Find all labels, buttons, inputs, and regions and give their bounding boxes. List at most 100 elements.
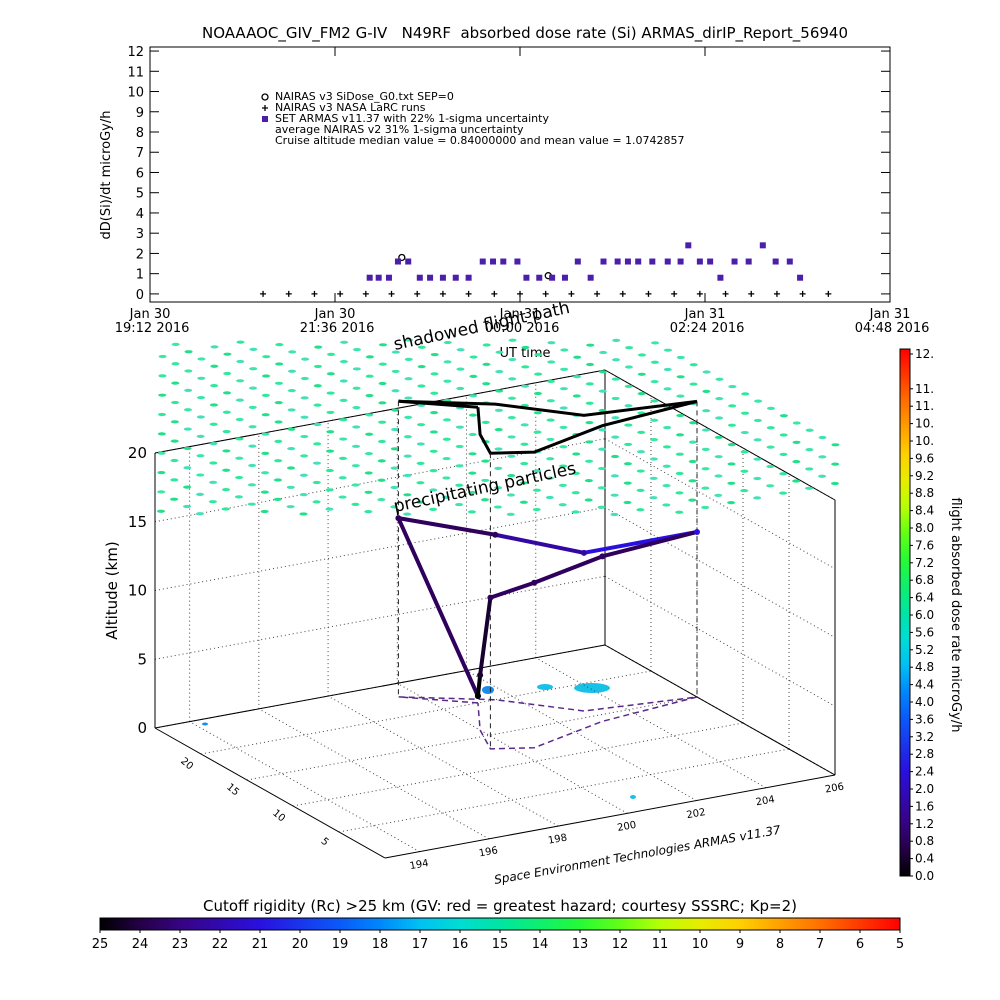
particle bbox=[534, 353, 543, 357]
particle bbox=[779, 452, 788, 456]
colorbar-tick-label: 6 bbox=[856, 937, 864, 952]
particle bbox=[261, 393, 270, 397]
particle bbox=[235, 456, 244, 460]
particle bbox=[377, 459, 386, 463]
particle bbox=[624, 404, 633, 408]
particle bbox=[184, 388, 193, 392]
particle bbox=[364, 452, 373, 456]
colorbar-tick-label: 12 bbox=[612, 937, 629, 952]
particle bbox=[365, 374, 374, 378]
particle bbox=[417, 384, 426, 388]
axis-line bbox=[384, 774, 836, 859]
particle bbox=[455, 483, 464, 487]
data-point bbox=[262, 105, 268, 111]
particle bbox=[403, 454, 412, 458]
particle bbox=[508, 377, 517, 381]
particle bbox=[585, 382, 594, 386]
particle bbox=[598, 428, 607, 432]
particle bbox=[365, 393, 374, 398]
data-point bbox=[414, 290, 421, 297]
flight-point bbox=[395, 515, 402, 522]
particle bbox=[468, 413, 477, 417]
particle bbox=[494, 466, 503, 470]
particle bbox=[728, 384, 737, 389]
particle bbox=[468, 471, 477, 475]
colorbar-tick-label: 24 bbox=[132, 937, 149, 952]
data-point bbox=[748, 290, 755, 297]
particle bbox=[326, 372, 335, 376]
particle bbox=[779, 472, 788, 476]
particle bbox=[417, 345, 426, 349]
data-point bbox=[797, 274, 804, 281]
colorbar bbox=[99, 917, 901, 931]
particle bbox=[508, 357, 517, 362]
particle bbox=[365, 355, 374, 359]
data-point bbox=[614, 258, 621, 265]
particle bbox=[831, 462, 840, 466]
particle bbox=[649, 476, 658, 480]
particle bbox=[261, 451, 270, 456]
particle bbox=[651, 341, 660, 345]
particle bbox=[197, 357, 206, 361]
x-tick-label: 196 bbox=[478, 845, 499, 859]
colorbar-tick-label: 4.4 bbox=[915, 678, 934, 692]
particle bbox=[390, 466, 399, 470]
data-point bbox=[491, 290, 498, 297]
particle bbox=[650, 360, 659, 364]
particle bbox=[171, 342, 180, 347]
particle bbox=[494, 447, 503, 451]
particle bbox=[209, 442, 218, 446]
particle bbox=[299, 492, 308, 497]
particle bbox=[262, 374, 271, 378]
particle bbox=[249, 367, 258, 371]
flight-path-segment bbox=[489, 580, 535, 600]
particle bbox=[533, 391, 542, 396]
particle bbox=[222, 488, 231, 492]
particle bbox=[235, 437, 244, 441]
particle bbox=[197, 396, 206, 400]
particle bbox=[520, 481, 529, 485]
data-point bbox=[786, 258, 793, 265]
particle bbox=[223, 371, 232, 376]
particle bbox=[157, 451, 166, 455]
particle bbox=[286, 505, 295, 509]
particle bbox=[210, 383, 219, 388]
annotation: average NAIRAS v2 31% 1-sigma uncertaint… bbox=[275, 123, 524, 136]
y-tick-label: 1 bbox=[136, 268, 144, 283]
particle bbox=[469, 394, 478, 398]
particle bbox=[326, 430, 335, 434]
particle bbox=[481, 420, 490, 424]
particle bbox=[507, 474, 516, 478]
particle bbox=[532, 488, 541, 492]
particle bbox=[558, 483, 567, 488]
particle bbox=[481, 498, 490, 502]
particle bbox=[689, 382, 698, 386]
particle bbox=[430, 391, 439, 395]
particle bbox=[288, 369, 297, 373]
particle bbox=[598, 389, 607, 393]
grid-line bbox=[154, 575, 606, 660]
particle bbox=[792, 440, 801, 444]
data-point bbox=[452, 274, 459, 281]
particle bbox=[248, 386, 257, 390]
particle bbox=[260, 509, 269, 514]
particle bbox=[390, 505, 399, 509]
particle bbox=[170, 420, 179, 424]
particle bbox=[494, 428, 503, 432]
x-tick-label: 204 bbox=[755, 794, 776, 808]
particle bbox=[741, 392, 750, 396]
particle bbox=[740, 488, 749, 493]
particle bbox=[429, 488, 438, 492]
particle bbox=[533, 430, 542, 434]
particle bbox=[442, 495, 451, 499]
data-point bbox=[745, 258, 752, 265]
data-point bbox=[261, 93, 269, 101]
grid-line bbox=[604, 507, 836, 638]
flight-point bbox=[492, 531, 499, 538]
particle bbox=[612, 358, 621, 362]
particle bbox=[274, 459, 283, 463]
particle bbox=[404, 377, 413, 381]
particle bbox=[636, 488, 645, 492]
particle bbox=[455, 444, 464, 449]
